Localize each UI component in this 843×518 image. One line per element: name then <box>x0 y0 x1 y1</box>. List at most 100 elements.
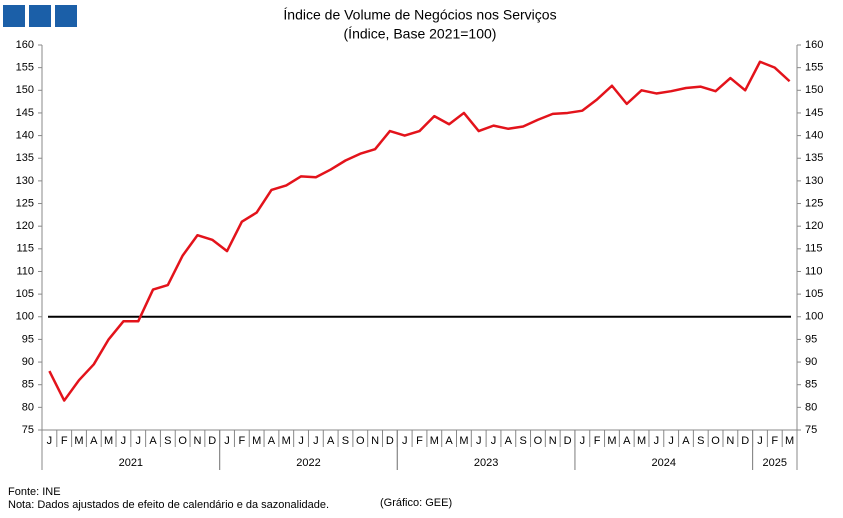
x-tick-label: F <box>416 435 423 447</box>
y-tick-label: 135 <box>16 152 34 164</box>
x-tick-label: O <box>178 435 187 447</box>
x-tick-label: J <box>121 435 127 447</box>
x-tick-label: J <box>580 435 586 447</box>
x-tick-label: J <box>668 435 674 447</box>
x-tick-label: F <box>238 435 245 447</box>
y2-tick-label: 100 <box>805 311 823 323</box>
x-tick-label: A <box>505 435 513 447</box>
logo-block <box>3 5 25 27</box>
x-tick-label: M <box>785 435 794 447</box>
year-label: 2022 <box>296 457 320 469</box>
y2-tick-label: 90 <box>805 356 817 368</box>
y-tick-label: 120 <box>16 220 34 232</box>
y-tick-label: 160 <box>16 39 34 51</box>
y2-tick-label: 80 <box>805 401 817 413</box>
y-tick-label: 95 <box>22 333 34 345</box>
x-tick-label: A <box>327 435 335 447</box>
chart-title: Índice de Volume de Negócios nos Serviço… <box>283 7 556 23</box>
chart-subtitle: (Índice, Base 2021=100) <box>344 26 497 42</box>
x-tick-label: J <box>313 435 319 447</box>
x-tick-label: J <box>491 435 497 447</box>
y2-tick-label: 135 <box>805 152 823 164</box>
year-label: 2024 <box>652 457 676 469</box>
x-tick-label: N <box>193 435 201 447</box>
x-tick-label: J <box>402 435 408 447</box>
y-tick-label: 140 <box>16 129 34 141</box>
x-tick-label: S <box>697 435 704 447</box>
logo-block <box>29 5 51 27</box>
y-tick-label: 85 <box>22 379 34 391</box>
y-tick-label: 150 <box>16 84 34 96</box>
x-tick-label: M <box>282 435 291 447</box>
y-tick-label: 130 <box>16 175 34 187</box>
x-tick-label: N <box>726 435 734 447</box>
x-tick-label: F <box>61 435 68 447</box>
x-tick-label: A <box>268 435 276 447</box>
note: Nota: Dados ajustados de efeito de calen… <box>8 499 329 511</box>
x-tick-label: J <box>224 435 230 447</box>
x-tick-label: A <box>90 435 98 447</box>
x-tick-label: S <box>519 435 526 447</box>
x-tick-label: J <box>298 435 304 447</box>
y2-tick-label: 115 <box>805 243 823 255</box>
y2-tick-label: 125 <box>805 197 823 209</box>
credit: (Gráfico: GEE) <box>380 497 452 509</box>
x-tick-label: D <box>741 435 749 447</box>
y2-tick-label: 120 <box>805 220 823 232</box>
y2-tick-label: 85 <box>805 379 817 391</box>
x-tick-label: A <box>149 435 157 447</box>
x-tick-label: D <box>386 435 394 447</box>
x-tick-label: J <box>476 435 482 447</box>
x-tick-label: S <box>342 435 349 447</box>
x-tick-label: M <box>459 435 468 447</box>
y-tick-label: 80 <box>22 401 34 413</box>
y2-tick-label: 140 <box>805 129 823 141</box>
y-tick-label: 90 <box>22 356 34 368</box>
x-tick-label: M <box>74 435 83 447</box>
y-tick-label: 125 <box>16 197 34 209</box>
y2-tick-label: 145 <box>805 107 823 119</box>
y2-tick-label: 150 <box>805 84 823 96</box>
y2-tick-label: 130 <box>805 175 823 187</box>
source: Fonte: INE <box>8 486 61 498</box>
x-tick-label: F <box>771 435 778 447</box>
x-tick-label: N <box>549 435 557 447</box>
year-label: 2025 <box>763 457 787 469</box>
x-tick-label: O <box>534 435 543 447</box>
y2-tick-label: 155 <box>805 62 823 74</box>
x-tick-label: D <box>208 435 216 447</box>
y2-tick-label: 95 <box>805 333 817 345</box>
y-tick-label: 115 <box>16 243 34 255</box>
logo-block <box>55 5 77 27</box>
x-tick-label: J <box>47 435 53 447</box>
x-tick-label: A <box>623 435 631 447</box>
y-tick-label: 155 <box>16 62 34 74</box>
x-tick-label: J <box>654 435 660 447</box>
x-tick-label: O <box>356 435 365 447</box>
x-tick-label: J <box>135 435 141 447</box>
y2-tick-label: 160 <box>805 39 823 51</box>
year-label: 2021 <box>119 457 143 469</box>
x-tick-label: S <box>164 435 171 447</box>
x-tick-label: A <box>682 435 690 447</box>
y2-tick-label: 110 <box>805 265 823 277</box>
x-tick-label: A <box>445 435 453 447</box>
y2-tick-label: 75 <box>805 424 817 436</box>
y-tick-label: 105 <box>16 288 34 300</box>
y-tick-label: 110 <box>16 265 34 277</box>
x-tick-label: M <box>430 435 439 447</box>
year-label: 2023 <box>474 457 498 469</box>
x-tick-label: F <box>594 435 601 447</box>
x-tick-label: M <box>607 435 616 447</box>
x-tick-label: M <box>637 435 646 447</box>
x-tick-label: M <box>252 435 261 447</box>
y-tick-label: 100 <box>16 311 34 323</box>
x-tick-label: M <box>104 435 113 447</box>
y-tick-label: 145 <box>16 107 34 119</box>
x-tick-label: J <box>757 435 763 447</box>
y-tick-label: 75 <box>22 424 34 436</box>
data-line <box>48 60 791 402</box>
x-tick-label: N <box>371 435 379 447</box>
